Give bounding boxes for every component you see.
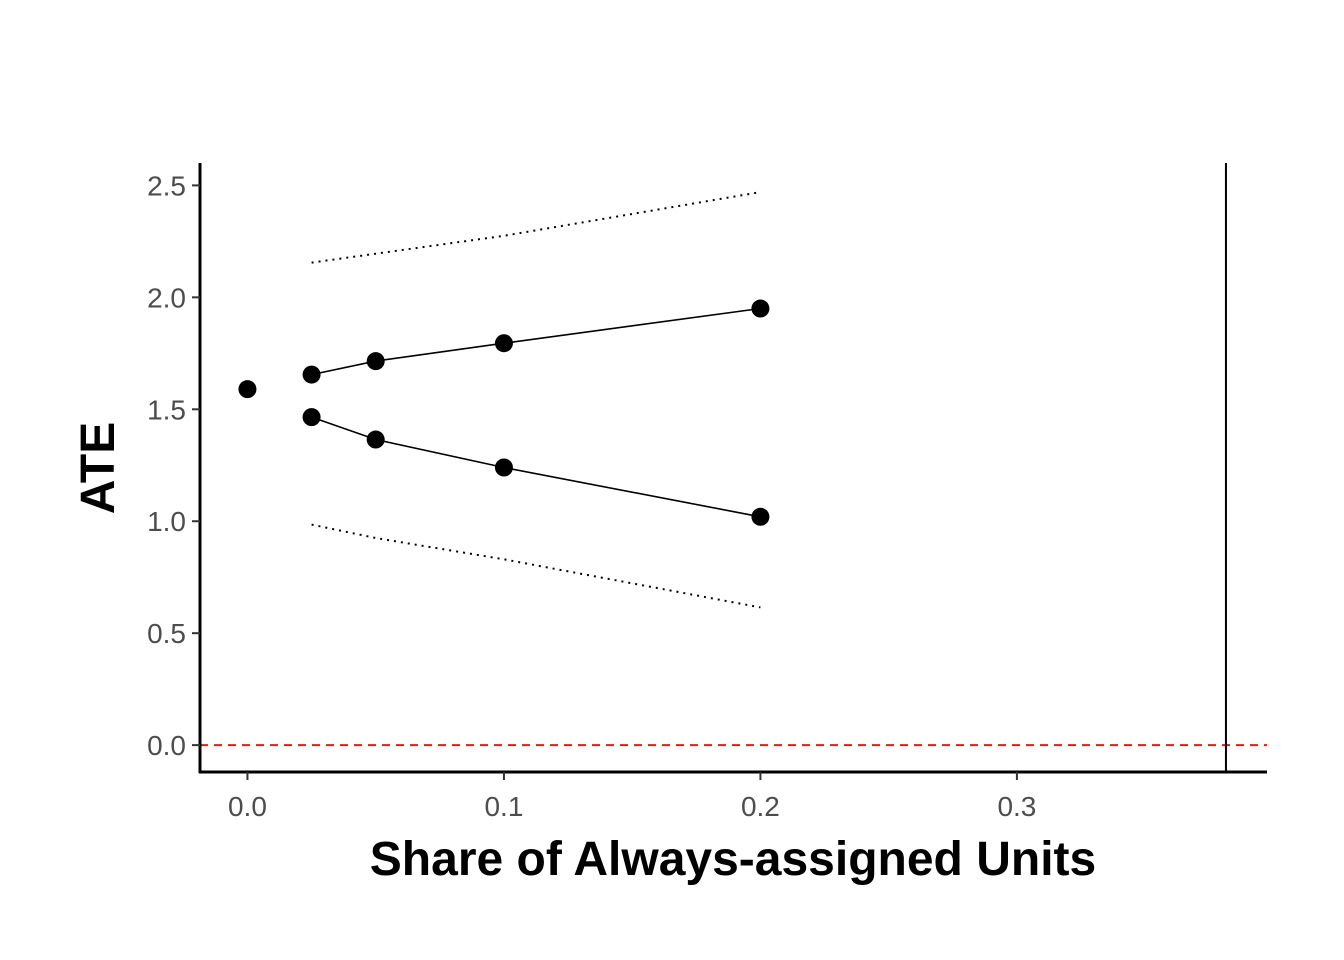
- bound-point-1-2: [494, 458, 513, 477]
- y-tick-label: 1.0: [147, 506, 186, 537]
- y-tick-label: 2.0: [147, 282, 186, 313]
- bound-point-1-1: [366, 430, 385, 449]
- bound-point-0-3: [751, 299, 770, 318]
- bound-point-0-0: [302, 365, 321, 384]
- y-tick-label: 1.5: [147, 394, 186, 425]
- bound-line-1: [311, 416, 761, 518]
- dotted-bound-line-3: [311, 523, 761, 609]
- bound-point-0-1: [366, 352, 385, 371]
- point-estimate-marker: [238, 380, 257, 399]
- x-tick-label: 0.3: [997, 791, 1036, 822]
- x-tick-label: 0.1: [484, 791, 523, 822]
- bound-point-0-2: [494, 334, 513, 353]
- y-axis-title: ATE: [72, 422, 125, 514]
- bound-point-1-0: [302, 408, 321, 427]
- bound-point-1-3: [751, 507, 770, 526]
- bound-line-0: [311, 307, 761, 376]
- x-tick-label: 0.0: [228, 791, 267, 822]
- x-axis-title: Share of Always-assigned Units: [370, 833, 1096, 886]
- y-tick-label: 0.0: [147, 730, 186, 761]
- y-tick-label: 2.5: [147, 170, 186, 201]
- x-tick-label: 0.2: [741, 791, 780, 822]
- dotted-bound-line-2: [311, 191, 761, 264]
- y-tick-label: 0.5: [147, 618, 186, 649]
